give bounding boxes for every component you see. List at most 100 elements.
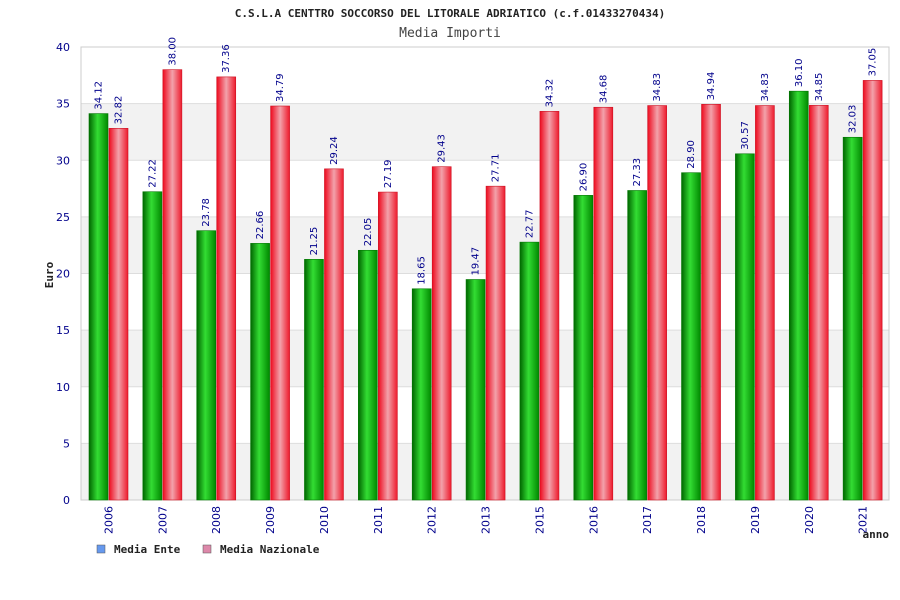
- bar-media-nazionale-2016: [593, 106, 614, 501]
- value-label: 30.57: [740, 121, 751, 150]
- value-label: 34.79: [275, 73, 286, 102]
- y-tick-label: 15: [56, 324, 70, 337]
- bar-media-nazionale-2015: [539, 111, 560, 501]
- value-label: 22.05: [363, 218, 374, 247]
- chart-title: C.S.L.A CENTTRO SOCCORSO DEL LITORALE AD…: [235, 7, 665, 20]
- x-axis-ticks: 2006 2007 2008 2009 2010 2011 2012 2013 2015 2016…: [103, 506, 870, 534]
- bar-media-ente-2021: [842, 136, 863, 501]
- bar-media-nazionale-2013: [485, 185, 506, 501]
- bar-media-ente-2015: [519, 241, 540, 501]
- chart-subtitle: Media Importi: [399, 26, 501, 41]
- value-label: 34.83: [652, 73, 663, 102]
- bar-media-nazionale-2017: [647, 105, 667, 501]
- legend-swatch-media-nazionale: [202, 544, 212, 554]
- value-label: 37.05: [868, 48, 879, 77]
- x-tick-label: 2006: [103, 506, 116, 534]
- value-label: 29.43: [437, 134, 448, 163]
- x-tick-label: 2013: [480, 506, 493, 534]
- y-tick-label: 35: [56, 98, 70, 111]
- bar-media-ente-2018: [681, 172, 701, 501]
- bar-media-ente-2013: [465, 279, 486, 501]
- value-label: 22.77: [524, 209, 535, 238]
- y-axis-ticks: 0 5 10 15 20 25 30 35 40: [56, 41, 70, 507]
- legend-label-media-nazionale: Media Nazionale: [220, 543, 320, 556]
- x-tick-label: 2019: [749, 506, 762, 534]
- plot-band: [81, 103, 889, 161]
- x-tick-label: 2009: [264, 506, 277, 534]
- bar-media-nazionale-2012: [431, 166, 452, 501]
- bar-media-nazionale-2019: [755, 105, 775, 501]
- y-tick-label: 10: [56, 381, 70, 394]
- value-labels: 34.12 32.82 27.22 38.00 23.78 37.36 22.66 34.79…: [94, 37, 879, 285]
- y-tick-label: 25: [56, 211, 70, 224]
- bar-media-nazionale-2006: [108, 128, 129, 501]
- bar-media-ente-2008: [196, 230, 217, 501]
- bar-media-ente-2009: [250, 243, 270, 501]
- value-label: 21.25: [309, 227, 320, 256]
- bar-media-ente-2020: [788, 90, 809, 501]
- bar-media-nazionale-2008: [216, 76, 237, 501]
- bar-media-ente-2019: [735, 153, 755, 501]
- x-tick-label: 2016: [587, 506, 600, 534]
- value-label: 23.78: [201, 198, 212, 227]
- bar-media-ente-2012: [411, 288, 432, 501]
- value-label: 34.94: [706, 72, 717, 101]
- value-label: 22.66: [255, 211, 266, 240]
- value-label: 26.90: [578, 163, 589, 192]
- bar-media-nazionale-2018: [701, 104, 721, 501]
- x-tick-label: 2015: [533, 506, 546, 534]
- bar-media-nazionale-2010: [324, 168, 344, 501]
- value-label: 38.00: [167, 37, 178, 66]
- legend: Media Ente Media Nazionale: [96, 543, 320, 556]
- bar-media-nazionale-2021: [862, 80, 883, 501]
- bar-media-ente-2007: [142, 191, 163, 501]
- value-label: 28.90: [686, 140, 697, 169]
- x-tick-label: 2018: [695, 506, 708, 534]
- x-tick-label: 2017: [641, 506, 654, 534]
- y-tick-label: 40: [56, 41, 70, 54]
- bar-media-ente-2010: [304, 259, 324, 501]
- x-tick-label: 2021: [857, 506, 870, 534]
- x-axis-label: anno: [863, 528, 890, 541]
- value-label: 27.19: [383, 159, 394, 188]
- y-tick-label: 30: [56, 154, 70, 167]
- x-tick-label: 2007: [156, 506, 169, 534]
- y-tick-label: 5: [63, 437, 70, 450]
- x-tick-label: 2011: [372, 506, 385, 534]
- value-label: 34.12: [94, 81, 105, 110]
- bar-media-nazionale-2011: [378, 191, 398, 501]
- value-label: 34.85: [814, 73, 825, 102]
- x-tick-label: 2010: [318, 506, 331, 534]
- value-label: 34.83: [760, 73, 771, 102]
- bar-media-ente-2011: [358, 249, 378, 501]
- x-tick-label: 2012: [426, 506, 439, 534]
- value-label: 36.10: [794, 59, 805, 88]
- bar-media-nazionale-2007: [162, 69, 183, 501]
- bar-media-ente-2006: [88, 113, 109, 501]
- value-label: 18.65: [417, 256, 428, 285]
- x-tick-label: 2020: [803, 506, 816, 534]
- y-tick-label: 20: [56, 268, 70, 281]
- value-label: 34.32: [544, 79, 555, 108]
- plot-band: [81, 47, 889, 104]
- value-label: 27.22: [147, 159, 158, 188]
- y-tick-label: 0: [63, 494, 70, 507]
- value-label: 37.36: [221, 44, 232, 73]
- value-label: 34.68: [598, 75, 609, 104]
- legend-label-media-ente: Media Ente: [114, 543, 181, 556]
- bar-media-nazionale-2009: [270, 105, 290, 501]
- value-label: 29.24: [329, 136, 340, 165]
- bar-media-nazionale-2020: [808, 105, 829, 501]
- x-tick-label: 2008: [210, 506, 223, 534]
- value-label: 32.82: [114, 96, 125, 125]
- value-label: 27.33: [632, 158, 643, 187]
- value-label: 32.03: [848, 105, 859, 134]
- bar-media-ente-2016: [573, 195, 594, 501]
- bar-media-ente-2017: [627, 190, 647, 501]
- legend-swatch-media-ente: [96, 544, 106, 554]
- value-label: 19.47: [471, 247, 482, 276]
- value-label: 27.71: [491, 154, 502, 183]
- y-axis-label: Euro: [43, 261, 56, 288]
- bars: [88, 69, 883, 501]
